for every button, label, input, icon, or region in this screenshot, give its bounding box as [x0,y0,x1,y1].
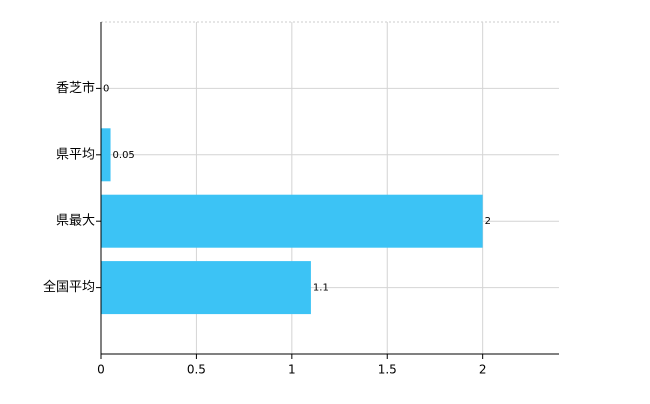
x-tick-label: 2 [479,363,487,377]
data-label: 0.05 [113,150,135,161]
y-tick-label: 県最大 [56,214,95,229]
x-tick-label: 1.5 [378,363,397,377]
x-tick-label: 0 [97,363,105,377]
bar [101,261,311,315]
data-label: 1.1 [313,283,329,294]
y-tick-label: 県平均 [56,147,95,162]
y-tick-label: 全国平均 [43,279,95,295]
bar [101,194,483,248]
y-tick-label: 香芝市 [56,80,95,96]
x-tick-label: 0.5 [187,363,206,377]
bar [101,128,111,182]
x-tick-label: 1 [288,363,296,377]
data-label: 0 [103,83,109,94]
data-label: 2 [485,216,491,227]
